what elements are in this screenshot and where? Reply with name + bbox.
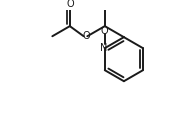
Text: O: O: [101, 26, 109, 36]
Text: N: N: [100, 43, 108, 53]
Text: O: O: [66, 0, 74, 9]
Text: O: O: [83, 31, 90, 41]
